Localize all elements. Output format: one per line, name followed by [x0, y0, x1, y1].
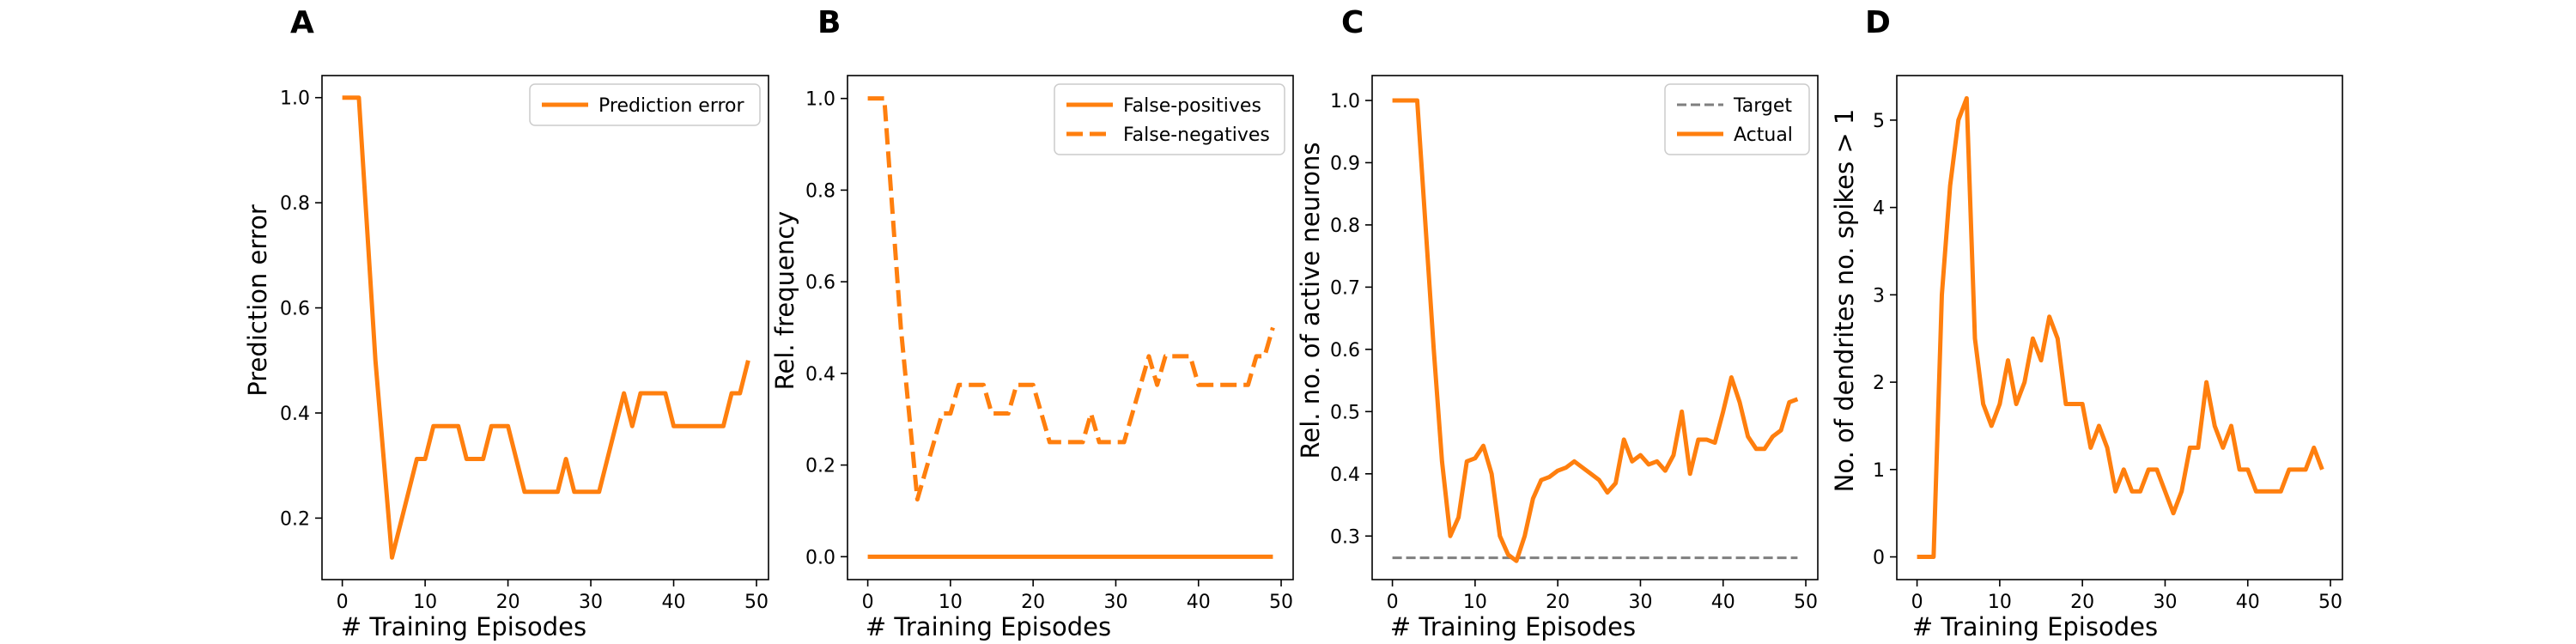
panel-c-xtick-label: 10 [1463, 592, 1487, 613]
panel-c-legend-box [1664, 83, 1810, 155]
panel-c-ytick-label: 0.3 [1330, 526, 1360, 548]
panel-d-ytick-label: 2 [1873, 373, 1885, 394]
panel-d-letter: D [1865, 5, 1891, 40]
panel-c-ytick-label: 0.8 [1330, 216, 1360, 237]
panel-a-ytick-label: 0.2 [280, 508, 310, 530]
panel-c-legend: Target Actual [1664, 83, 1810, 155]
panel-b-plot-area: 0 10 20 30 40 50 0.0 0.2 0.4 0.6 0.8 1.0 False-posit… [805, 75, 1294, 613]
panel-b-ylabel: Rel. frequency [770, 211, 799, 391]
panel-c-xtick-label: 40 [1711, 592, 1735, 613]
panel-a-xtick-label: 0 [337, 592, 349, 613]
panel-b-legend-label: False-negatives [1123, 125, 1270, 146]
panel-a-xtick-label: 30 [579, 592, 603, 613]
panel-b-xtick-label: 20 [1021, 592, 1045, 613]
panel-d-axes-frame [1896, 75, 2343, 580]
panel-d-ytick-label: 0 [1873, 548, 1885, 569]
panel-d-ylabel: No. of dendrites no. spikes > 1 [1830, 109, 1859, 493]
panel-c-xtick-label: 0 [1387, 592, 1399, 613]
panel-b-letter: B [817, 5, 841, 40]
panel-a-xtick-label: 40 [662, 592, 686, 613]
panel-b-ytick-label: 0.8 [805, 180, 835, 202]
panel-c-xtick-label: 50 [1794, 592, 1818, 613]
panel-d-xlabel: # Training Episodes [1912, 612, 2158, 641]
panel-c-legend-label: Target [1733, 95, 1792, 117]
panel-a-axes-frame [321, 75, 769, 580]
panel-b-xtick-label: 30 [1103, 592, 1127, 613]
panel-b-series-false-negatives [867, 96, 1275, 502]
panel-d-ytick-label: 3 [1873, 285, 1885, 307]
panel-a-legend-label: Prediction error [598, 95, 744, 117]
panel-c-axes-frame [1371, 75, 1819, 580]
panel-a-letter: A [290, 5, 314, 40]
panel-d-xtick-label: 10 [1988, 592, 2012, 613]
panel-d-ytick-label: 5 [1873, 111, 1885, 132]
panel-b-ytick-label: 0.6 [805, 272, 835, 294]
panel-c-series-actual [1392, 98, 1799, 563]
panel-a-ylabel: Prediction error [243, 204, 272, 397]
panel-c-legend-label: Actual [1734, 125, 1793, 146]
panel-d-xtick-label: 50 [2318, 592, 2342, 613]
panel-c-ytick-label: 0.7 [1330, 277, 1360, 299]
panel-a-series-prediction-error [342, 95, 750, 560]
panel-c-ytick-label: 1.0 [1330, 91, 1360, 112]
panel-d-ytick-label: 4 [1873, 198, 1885, 220]
panel-a-xtick-label: 20 [496, 592, 520, 613]
panel-c-ytick-label: 0.5 [1330, 402, 1360, 423]
panel-b-xtick-label: 50 [1269, 592, 1293, 613]
panel-a-plot-area: 0 10 20 30 40 50 0.2 0.4 0.6 0.8 1.0 Prediction err… [280, 75, 769, 613]
panel-b-xtick-label: 40 [1187, 592, 1211, 613]
panel-a-xtick-label: 50 [744, 592, 769, 613]
panel-b-ytick-label: 0.0 [805, 547, 835, 568]
panel-c-ytick-label: 0.6 [1330, 340, 1360, 361]
panel-a-legend: Prediction error [529, 83, 761, 126]
panel-b-legend: False-positives False-negatives [1054, 83, 1285, 155]
panel-b-legend-label: False-positives [1123, 95, 1261, 117]
panel-c: C # Training Episodes Rel. no. of active… [1296, 5, 1819, 641]
panel-b-legend-box [1054, 83, 1285, 155]
panel-b-ytick-label: 0.4 [805, 364, 835, 386]
panel-d-xtick-label: 0 [1911, 592, 1923, 613]
panel-d-plot-area: 0 10 20 30 40 50 0 1 2 3 4 5 [1873, 75, 2343, 613]
panel-a-xlabel: # Training Episodes [341, 612, 586, 641]
panel-b: B # Training Episodes Rel. frequency 0 10… [770, 5, 1294, 641]
panel-a-xtick-label: 10 [413, 592, 437, 613]
panel-b-ytick-label: 1.0 [805, 89, 835, 111]
panel-d-xtick-label: 30 [2153, 592, 2177, 613]
panel-d-ytick-label: 1 [1873, 460, 1885, 482]
panel-a-ytick-label: 0.6 [280, 299, 310, 320]
panel-c-ytick-label: 0.9 [1330, 153, 1360, 174]
panel-c-xtick-label: 20 [1546, 592, 1570, 613]
panel-c-plot-area: 0 10 20 30 40 50 0.3 0.4 0.5 0.6 0.7 0.8 0.9 1.0 Targe… [1330, 75, 1819, 613]
panel-d-xtick-label: 20 [2070, 592, 2094, 613]
panel-b-xtick-label: 0 [862, 592, 874, 613]
panel-c-ylabel: Rel. no. of active neurons [1296, 143, 1325, 459]
panel-a-ytick-label: 1.0 [280, 88, 310, 110]
panel-d-series-line [1917, 95, 2324, 560]
panel-d-xtick-label: 40 [2236, 592, 2260, 613]
panel-b-axes-frame [847, 75, 1294, 580]
panel-c-letter: C [1341, 5, 1364, 40]
panel-c-xlabel: # Training Episodes [1390, 612, 1636, 641]
panel-b-xtick-label: 10 [939, 592, 963, 613]
panel-d: D # Training Episodes No. of dendrites n… [1830, 5, 2343, 641]
panel-a: A # Training Episodes Prediction error 0… [243, 5, 769, 641]
panel-b-ytick-label: 0.2 [805, 456, 835, 477]
panel-b-xlabel: # Training Episodes [866, 612, 1111, 641]
panel-c-xtick-label: 30 [1628, 592, 1652, 613]
panel-a-legend-box [529, 83, 761, 126]
panel-a-ytick-label: 0.4 [280, 404, 310, 425]
panel-a-ytick-label: 0.8 [280, 193, 310, 215]
panel-c-ytick-label: 0.4 [1330, 465, 1360, 486]
